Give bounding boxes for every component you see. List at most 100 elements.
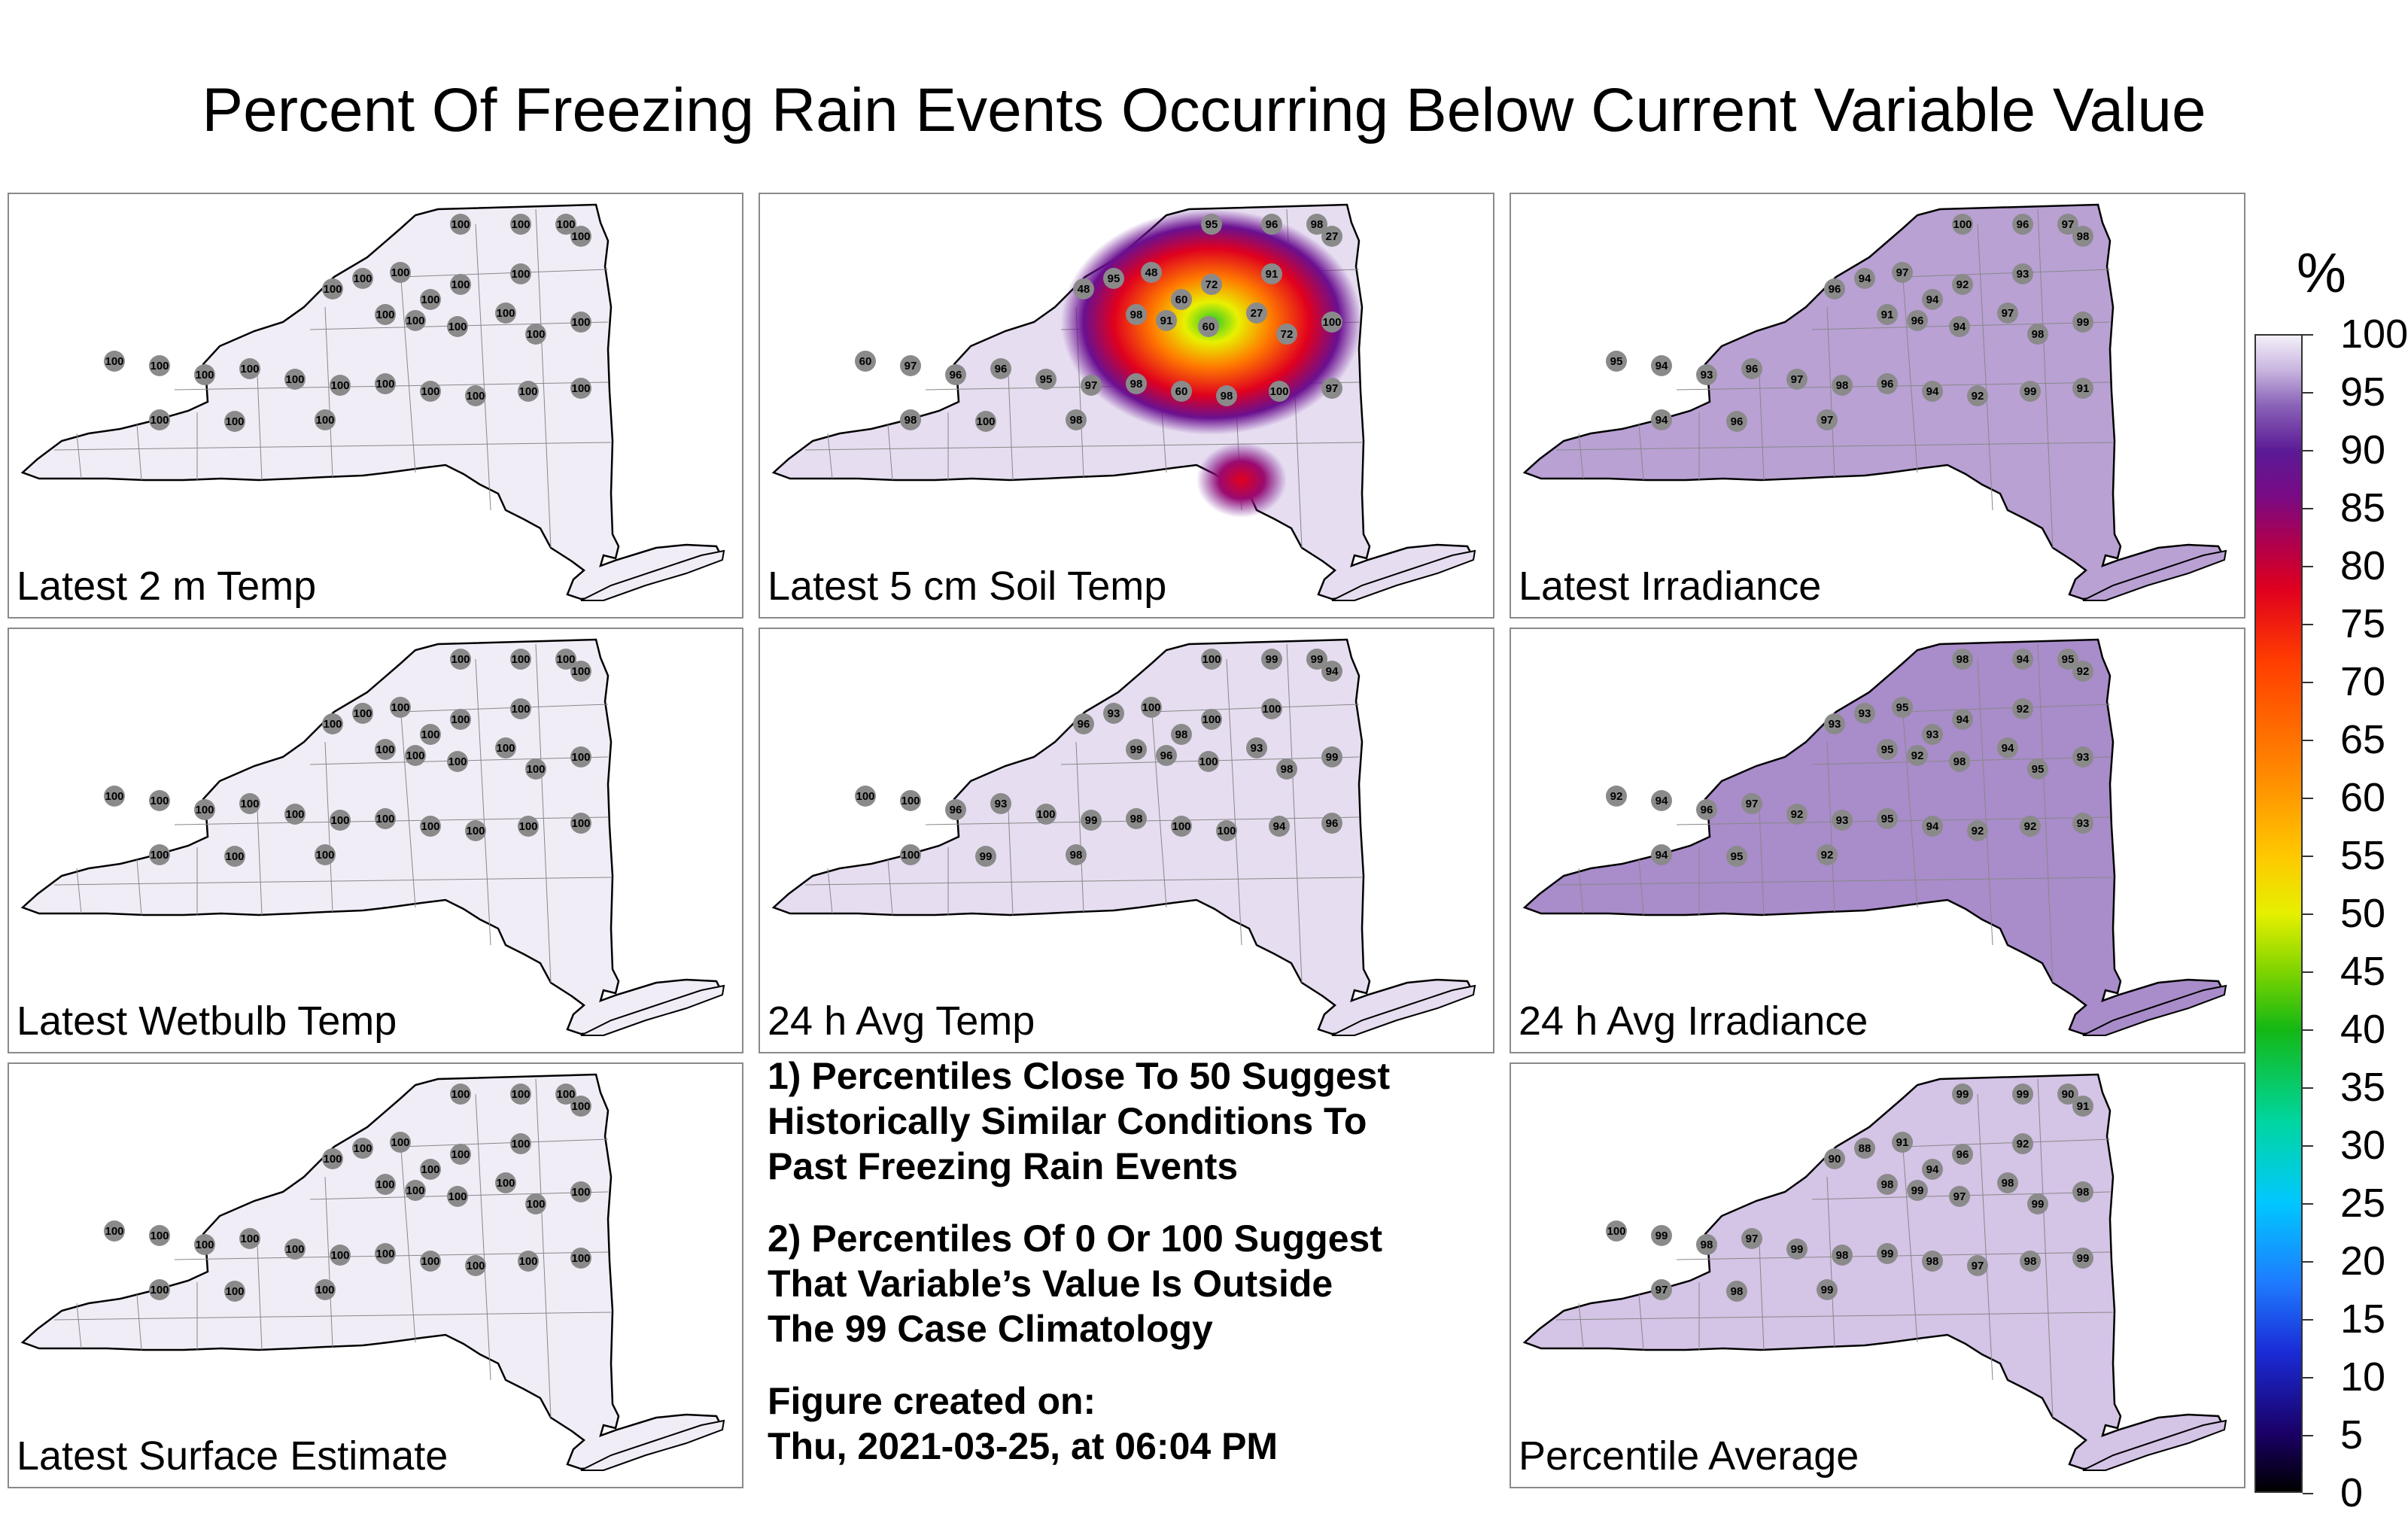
station-marker bbox=[495, 737, 516, 758]
station-value: 98 bbox=[2032, 328, 2045, 341]
colorbar-tick-label: 95 bbox=[2340, 369, 2386, 415]
station-value: 100 bbox=[901, 849, 920, 862]
state-outline bbox=[1522, 203, 2224, 600]
station-marker bbox=[375, 373, 396, 394]
station-marker bbox=[1066, 409, 1087, 430]
colorbar-tick-mark bbox=[2303, 1319, 2313, 1321]
station-value: 96 bbox=[1266, 218, 1278, 231]
station-marker bbox=[1035, 804, 1057, 825]
station-marker bbox=[1073, 713, 1094, 734]
station-value: 100 bbox=[421, 728, 439, 741]
station-value: 100 bbox=[421, 820, 439, 833]
station-marker bbox=[975, 846, 996, 867]
station-value: 98 bbox=[1130, 813, 1143, 825]
station-value: 93 bbox=[995, 798, 1008, 810]
station-marker bbox=[447, 316, 468, 337]
colorbar-tick-mark bbox=[2303, 1493, 2313, 1494]
station-value: 96 bbox=[1881, 378, 1894, 391]
colorbar-tick-label: 5 bbox=[2340, 1412, 2364, 1457]
station-marker bbox=[104, 1220, 125, 1242]
state-map: 100 100 100 100 100 100 100 100 100 100 100 100 100 1… bbox=[20, 1073, 725, 1471]
station-marker bbox=[330, 375, 351, 396]
station-value: 100 bbox=[225, 415, 244, 428]
station-marker bbox=[1824, 278, 1845, 299]
station-marker bbox=[900, 790, 921, 811]
station-value: 100 bbox=[105, 1225, 123, 1238]
station-marker bbox=[1171, 381, 1192, 402]
station-value: 93 bbox=[1251, 742, 1263, 755]
county-boundary bbox=[76, 1302, 82, 1349]
county-boundary bbox=[1555, 1312, 2114, 1321]
station-marker bbox=[390, 262, 411, 283]
station-value: 100 bbox=[406, 749, 424, 762]
station-marker bbox=[194, 1234, 215, 1255]
station-value: 98 bbox=[1953, 755, 1966, 768]
station-value: 98 bbox=[1956, 653, 1969, 666]
station-marker bbox=[495, 302, 516, 324]
station-value: 94 bbox=[2017, 653, 2029, 666]
county-boundary bbox=[400, 1138, 416, 1343]
station-value: 92 bbox=[1911, 749, 1924, 762]
station-value: 93 bbox=[1926, 728, 1939, 741]
station-value: 100 bbox=[240, 363, 259, 375]
county-boundary bbox=[475, 223, 491, 511]
station-value: 100 bbox=[1142, 701, 1160, 714]
station-value: 94 bbox=[1926, 1163, 1939, 1176]
station-marker bbox=[1907, 1180, 1928, 1201]
colorbar-tick-mark bbox=[2303, 856, 2313, 857]
colorbar-tick-label: 65 bbox=[2340, 717, 2386, 762]
station-marker bbox=[1141, 697, 1162, 718]
station-marker bbox=[390, 1132, 411, 1153]
station-marker bbox=[555, 214, 576, 235]
county-boundary bbox=[400, 704, 416, 908]
station-marker bbox=[405, 745, 426, 766]
station-marker bbox=[1651, 1279, 1672, 1300]
station-value: 100 bbox=[1607, 1225, 1625, 1238]
station-value: 94 bbox=[1326, 665, 1339, 678]
station-marker bbox=[450, 649, 471, 670]
station-value: 100 bbox=[1217, 825, 1236, 837]
panel-label: 24 h Avg Temp bbox=[768, 999, 1035, 1044]
station-value: 100 bbox=[511, 1088, 530, 1101]
station-marker bbox=[525, 758, 546, 780]
note-1: 1) Percentiles Close To 50 Suggest Histo… bbox=[768, 1055, 1391, 1187]
station-marker bbox=[1201, 709, 1222, 730]
station-value: 99 bbox=[2077, 316, 2090, 329]
station-marker bbox=[149, 844, 170, 865]
station-value: 94 bbox=[1655, 414, 1668, 427]
station-marker bbox=[465, 820, 486, 841]
station-marker bbox=[990, 793, 1011, 814]
station-value: 100 bbox=[150, 795, 169, 807]
station-value: 100 bbox=[105, 355, 123, 368]
station-marker bbox=[420, 1159, 441, 1180]
county-boundary bbox=[2037, 208, 2054, 549]
station-value: 100 bbox=[451, 1148, 470, 1161]
station-value: 98 bbox=[1731, 1285, 1744, 1298]
colorbar-tick-label: 70 bbox=[2340, 659, 2386, 704]
station-marker bbox=[1651, 355, 1672, 376]
station-value: 99 bbox=[1821, 1284, 1834, 1296]
county-boundary bbox=[1977, 223, 1993, 511]
station-marker bbox=[1171, 816, 1192, 837]
county-boundary bbox=[1638, 859, 1644, 916]
station-marker bbox=[1321, 226, 1342, 247]
station-marker bbox=[2072, 378, 2093, 399]
station-marker bbox=[1171, 724, 1192, 745]
station-marker bbox=[1216, 385, 1237, 406]
station-value: 95 bbox=[1896, 701, 1909, 714]
station-marker bbox=[525, 324, 546, 345]
station-value: 100 bbox=[1322, 316, 1341, 329]
county-boundary bbox=[1286, 643, 1303, 983]
station-value: 92 bbox=[1972, 390, 1984, 403]
station-marker bbox=[450, 214, 471, 235]
colorbar-tick-mark bbox=[2303, 1203, 2313, 1205]
station-value: 100 bbox=[375, 378, 394, 391]
colorbar-tick-mark bbox=[2303, 971, 2313, 973]
county-boundary bbox=[1578, 868, 1584, 914]
county-boundary bbox=[136, 424, 142, 481]
state-outline bbox=[20, 1073, 722, 1470]
colorbar-tick-label: 50 bbox=[2340, 891, 2386, 936]
station-value: 100 bbox=[285, 808, 304, 821]
colorbar-unit: % bbox=[2297, 242, 2346, 304]
